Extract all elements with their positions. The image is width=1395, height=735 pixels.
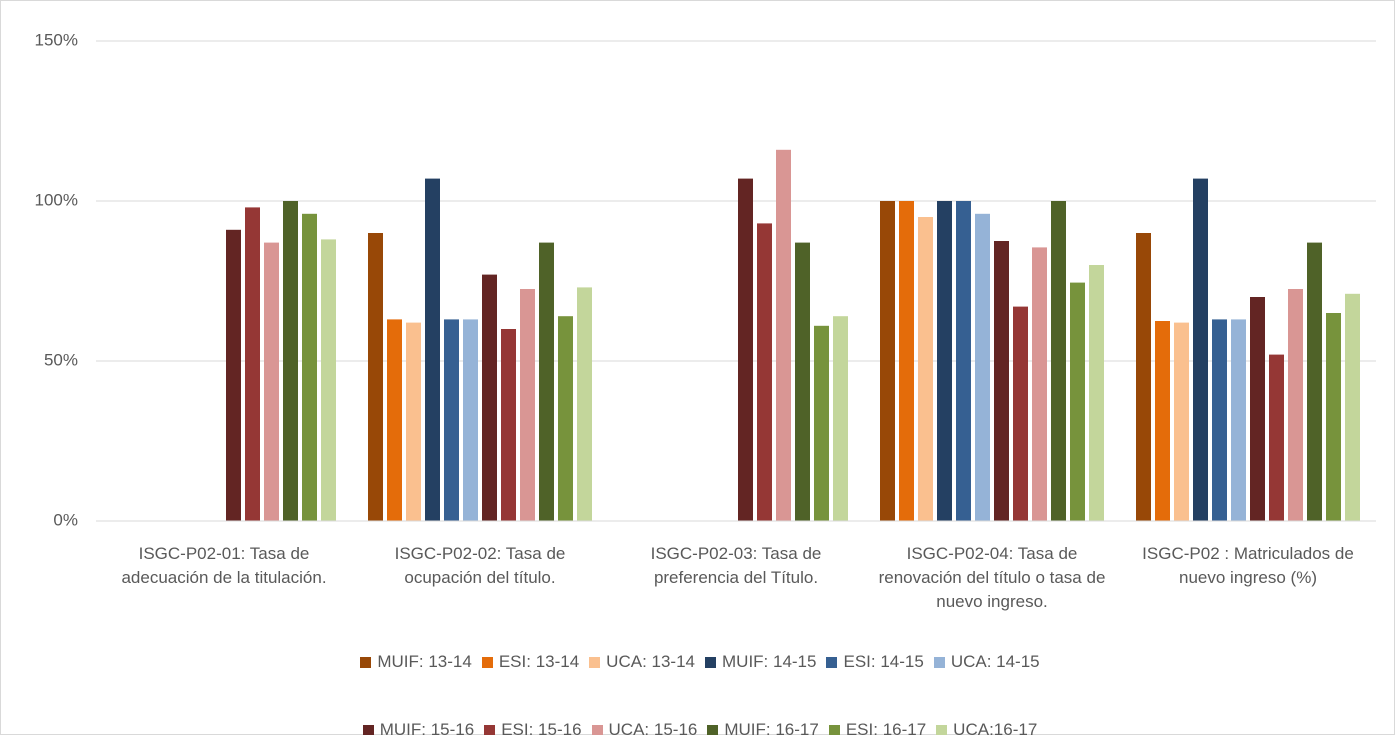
legend-swatch — [360, 656, 372, 668]
bar — [795, 242, 810, 521]
bar — [482, 274, 497, 521]
bar — [1155, 321, 1170, 521]
legend-swatch — [826, 656, 838, 668]
legend-swatch — [481, 656, 493, 668]
y-tick-label: 50% — [44, 350, 78, 369]
legend-label: ESI: 13-14 — [498, 652, 580, 671]
legend-swatch — [484, 724, 496, 735]
bar — [880, 201, 895, 521]
bar — [501, 329, 516, 521]
legend-item: UCA: 13-14 — [589, 650, 695, 674]
legend-item: ESI: 14-15 — [826, 650, 924, 674]
x-tick-label: ISGC-P02-04: Tasa de renovación del títu… — [878, 544, 1106, 611]
bar — [463, 319, 478, 521]
bar — [757, 223, 772, 521]
legend-label: ESI: 14-15 — [843, 652, 924, 671]
legend: MUIF: 13-14 ESI: 13-14 UCA: 13-14 MUIF: 14-… — [200, 650, 1210, 735]
bar — [1307, 242, 1322, 521]
bar — [387, 319, 402, 521]
bar — [321, 239, 336, 521]
bar — [1089, 265, 1104, 521]
bar — [975, 213, 990, 522]
legend-label: UCA: 14-15 — [950, 652, 1040, 671]
bar — [1212, 319, 1227, 521]
bar — [444, 319, 459, 521]
bar — [1345, 293, 1360, 521]
bar — [264, 242, 279, 521]
bar — [814, 325, 829, 521]
legend-swatch — [705, 656, 716, 668]
legend-swatch — [589, 656, 601, 668]
legend-item: ESI: 16-17 — [828, 718, 927, 735]
bar — [956, 201, 971, 521]
legend-label: MUIF: 16-17 — [724, 720, 819, 735]
legend-item: MUIF: 16-17 — [707, 718, 819, 735]
legend-label: MUIF: 13-14 — [377, 652, 472, 671]
bar — [1051, 201, 1066, 521]
bar — [918, 217, 933, 521]
bar — [1070, 282, 1085, 521]
legend-item: ESI: 15-16 — [484, 718, 582, 735]
legend-swatch — [933, 656, 945, 668]
bar — [520, 289, 535, 521]
legend-label: UCA: 13-14 — [606, 652, 695, 671]
bar — [245, 207, 260, 521]
bar — [738, 178, 753, 521]
x-tick-label: ISGC-P02 : Matriculados de nuevo ingreso… — [1142, 544, 1354, 587]
bar — [994, 241, 1009, 521]
bar — [1269, 354, 1284, 521]
legend-item: ESI: 13-14 — [481, 650, 580, 674]
y-tick-label: 0% — [53, 510, 78, 529]
legend-label: MUIF: 15-16 — [379, 720, 475, 735]
bar — [302, 213, 317, 522]
legend-swatch — [362, 724, 374, 735]
legend-label: ESI: 16-17 — [845, 720, 927, 735]
bar — [1250, 297, 1265, 521]
legend-swatch — [591, 724, 603, 735]
legend-item: UCA:16-17 — [936, 718, 1037, 735]
bar — [1193, 178, 1208, 521]
bar — [368, 233, 383, 521]
bar — [283, 201, 298, 521]
bar — [577, 287, 592, 521]
bar — [1231, 319, 1246, 521]
y-tick-label: 100% — [35, 190, 78, 209]
x-tick-label: ISGC-P02-01: Tasa de adecuación de la ti… — [121, 544, 327, 587]
legend-item: MUIF: 14-15 — [705, 650, 816, 674]
legend-label: MUIF: 14-15 — [722, 652, 817, 671]
bar — [226, 229, 241, 522]
bar — [1326, 313, 1341, 521]
bar — [1288, 289, 1303, 521]
legend-item: MUIF: 13-14 — [360, 650, 472, 674]
legend-label: ESI: 15-16 — [501, 720, 582, 735]
legend-item: UCA: 14-15 — [933, 650, 1040, 674]
bar — [1136, 233, 1151, 521]
bar — [776, 149, 791, 522]
bar — [558, 316, 573, 521]
bar — [539, 242, 554, 521]
legend-label: UCA:16-17 — [953, 720, 1038, 735]
bar — [425, 178, 440, 521]
legend-swatch — [707, 724, 719, 735]
bar — [1032, 247, 1047, 521]
legend-label: UCA: 15-16 — [608, 720, 698, 735]
legend-item: MUIF: 15-16 — [362, 718, 475, 735]
legend-swatch — [828, 724, 840, 735]
legend-swatch — [936, 724, 948, 735]
bar — [833, 316, 848, 521]
legend-item: UCA: 15-16 — [591, 718, 698, 735]
y-tick-label: 150% — [35, 30, 78, 49]
bar — [1174, 322, 1189, 521]
bar — [899, 201, 914, 521]
x-tick-label: ISGC-P02-02: Tasa de ocupación del títul… — [394, 544, 566, 587]
bar — [406, 322, 421, 521]
x-tick-label: ISGC-P02-03: Tasa de preferencia del Tít… — [650, 544, 822, 587]
bar — [937, 201, 952, 521]
bar — [1013, 306, 1028, 521]
